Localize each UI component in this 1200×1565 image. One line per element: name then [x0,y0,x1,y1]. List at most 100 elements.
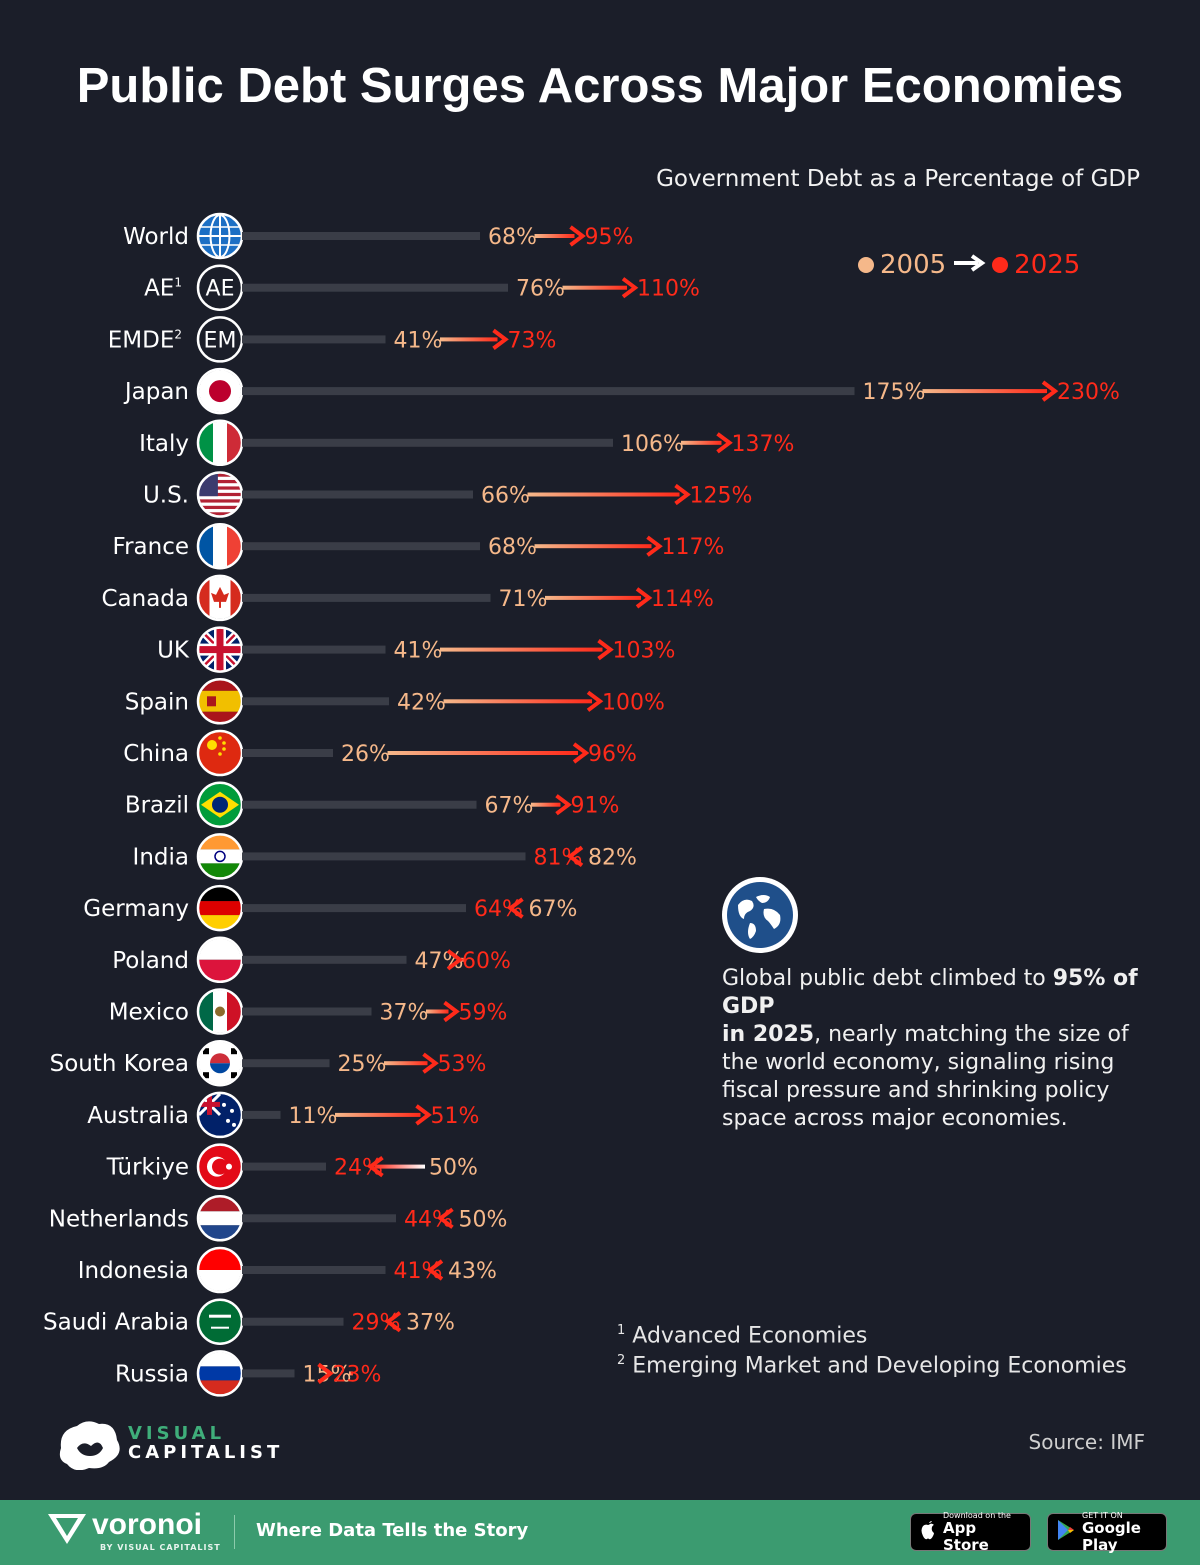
turkiye-flag-icon [199,1145,241,1188]
arrow-right-icon [621,277,639,299]
arrow-right-icon [492,328,509,350]
change-arrow-line [562,285,627,290]
value-2025-label: 23% [333,1362,382,1387]
value-2005-label: 25% [338,1052,387,1077]
arrow-right-icon [446,949,464,971]
row-label: Saudi Arabia [43,1310,189,1336]
change-arrow-line [443,699,592,704]
value-2025-label: 95% [585,225,634,250]
footnote-1-mark: 1 [617,1323,626,1338]
base-bar [242,749,333,757]
arrow-right-icon [716,432,733,454]
row-germany: Germany 64% 67% [83,884,578,932]
voronoi-byline: BY VISUAL CAPITALIST [100,1543,221,1552]
row-saudi-arabia: Saudi Arabia 29% 37% [43,1298,455,1345]
arrow-right-icon [586,690,604,712]
value-2025-label: 73% [508,328,557,353]
row-label: Türkiye [106,1155,189,1181]
arrow-left-icon [507,897,524,919]
row-canada: Canada 71% 114% [101,574,714,622]
value-2025-label: 60% [462,949,511,974]
callout-text-pre: Global public debt climbed to [722,966,1053,991]
google-play-small-text: GET IT ON [1082,1510,1123,1520]
arrow-right-icon [443,1000,460,1023]
google-play-big-text: Google Play [1082,1518,1141,1554]
row-australia: Australia 11% 51% [87,1091,480,1139]
value-2005-label: 68% [488,225,537,250]
value-2005-label: 175% [863,380,926,405]
footnote-2: 2 Emerging Market and Developing Economi… [617,1353,1127,1378]
row-netherlands: Netherlands 44% 50% [49,1195,507,1242]
row-emde: EMDE2 EM 41% 73% [108,316,557,363]
base-bar [242,1110,281,1119]
base-bar [242,800,477,809]
arrow-left-icon [437,1207,454,1229]
callout-text-post: , nearly matching the size of the world … [722,1022,1129,1131]
footnote-1-text: Advanced Economies [632,1323,868,1349]
row-label: Mexico [109,1000,189,1026]
value-2005-label: 50% [429,1156,478,1181]
google-play-button[interactable]: GET IT ON Google Play [1047,1510,1167,1554]
value-2005-label: 82% [588,845,637,870]
value-2005-label: 106% [621,432,684,457]
row-france: France 68% 117% [113,522,724,570]
row-label: Germany [83,896,189,922]
visual-capitalist-logo [55,1418,295,1471]
voronoi-logo-icon [46,1510,88,1550]
value-2005-label: 26% [341,742,390,767]
apple-icon [919,1519,937,1545]
base-bar [242,1059,330,1068]
visual-capitalist-word-1: VISUAL [128,1423,226,1444]
base-bar [242,335,386,344]
value-2005-label: 11% [289,1104,338,1129]
change-arrow-line [387,751,578,755]
chart: World 68% 95% AE1 AE 76% 110% EMDE2 EM 41% 73% Japa… [43,212,1120,1397]
row-label: UK [157,638,190,664]
change-arrow-line [531,802,561,807]
callout-highlight-1: 95% of GDP [722,966,1138,1019]
base-bar [242,1007,372,1016]
value-2025-label: 51% [431,1104,480,1129]
row-label: Spain [125,689,189,715]
row-label: Italy [139,431,189,457]
app-store-big-text: App Store [943,1518,989,1554]
chart-subtitle: Government Debt as a Percentage of GDP [656,166,1140,192]
value-2005-label: 37% [406,1311,455,1336]
netherlands-flag-icon [199,1197,241,1240]
footer-divider [234,1515,235,1549]
change-arrow-line [440,337,498,342]
italy-flag-icon [199,421,241,464]
change-arrow-line [374,1164,425,1169]
app-store-button[interactable]: Download on the App Store [910,1511,1031,1554]
row-u-s: U.S. 66% 125% [143,471,752,518]
value-2005-label: 67% [529,897,578,922]
change-arrow-line [440,647,603,652]
change-arrow-line [527,492,680,497]
row-mexico: Mexico 37% 59% [109,988,507,1035]
uk-flag-icon [199,628,241,671]
base-bar [242,1369,295,1378]
row-label: China [123,741,189,767]
base-bar [242,1214,396,1223]
row-t-rkiye: Türkiye 24% 50% [106,1143,478,1190]
base-bar [242,645,386,654]
base-bar [242,955,407,964]
row-label: World [123,224,189,250]
value-2005-label: 67% [485,794,534,819]
row-spain: Spain 42% 100% [125,678,665,725]
footnote-1: 1 Advanced Economies [617,1323,867,1348]
india-flag-icon [199,835,241,878]
change-arrow-line [335,1112,421,1117]
change-arrow-line [349,1371,353,1376]
svg-text:EM: EM [204,328,237,353]
voronoi-wordmark[interactable]: voronoi [92,1508,202,1541]
row-label: Canada [101,586,189,612]
em-badge-icon: EM [199,318,241,361]
value-2005-label: 66% [481,484,530,509]
arrow-left-icon [367,1156,384,1178]
row-label: Poland [112,948,189,974]
legend-label-2025: 2025 [1014,250,1081,280]
arrow-right-icon [415,1104,432,1126]
value-2005-label: 76% [516,277,565,302]
arrow-right-icon [555,794,572,816]
